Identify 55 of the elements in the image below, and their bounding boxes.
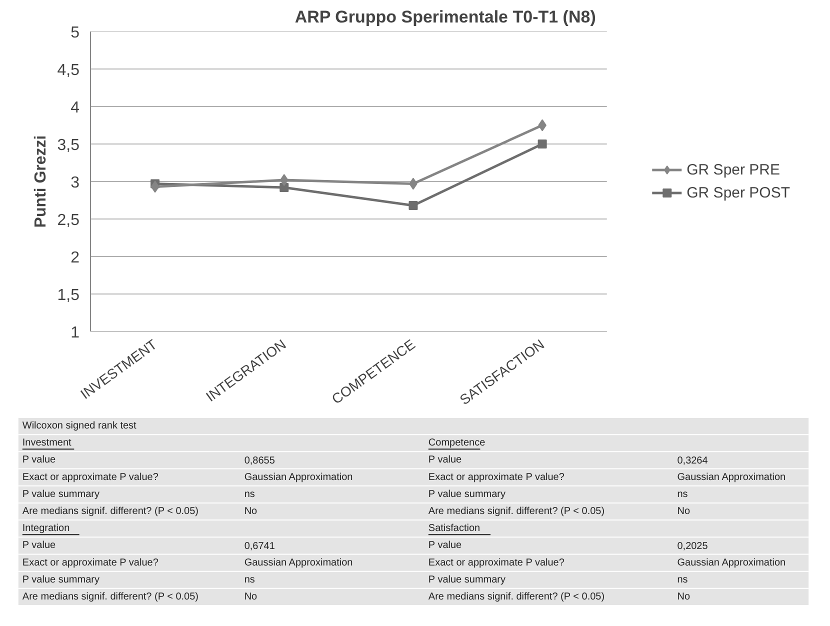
point: [280, 174, 288, 186]
y-tick-label: 2,5: [57, 212, 80, 229]
y-axis-title: Punti Grezzi: [32, 135, 50, 228]
y-tick-label: 1: [70, 324, 80, 342]
text: Competence: [428, 438, 486, 449]
text: Are medians signif. different? (P < 0.05): [428, 506, 605, 517]
text: Integration: [22, 523, 70, 534]
chart-title: ARP Gruppo Sperimentale T0-T1 (N8): [294, 8, 596, 26]
text: P value: [428, 454, 462, 466]
text: 0,2025: [677, 541, 708, 552]
y-tick-label: 5: [70, 24, 80, 42]
text: Gaussian Approximation: [244, 557, 353, 568]
text: Gaussian Approximation: [677, 557, 786, 568]
text: Exact or approximate P value?: [22, 472, 159, 483]
text: P value: [22, 454, 56, 466]
y-tick-label: 4,5: [57, 62, 80, 79]
text: No: [244, 591, 258, 602]
text: P value summary: [22, 574, 100, 586]
text: P value summary: [428, 574, 506, 586]
text: Wilcoxon signed rank test: [22, 420, 137, 432]
text: 0,6741: [244, 541, 276, 552]
y-tick-label: 3,5: [57, 137, 80, 154]
text: P value: [22, 540, 56, 552]
text: Are medians signif. different? (P < 0.05): [428, 591, 605, 602]
text: Gaussian Approximation: [677, 472, 786, 483]
point: [538, 140, 547, 148]
text: Exact or approximate P value?: [22, 557, 159, 568]
text: Exact or approximate P value?: [428, 557, 565, 568]
text: P value summary: [22, 488, 100, 500]
point: [280, 183, 289, 192]
text: 0,8655: [244, 456, 276, 467]
text: ns: [677, 574, 688, 586]
text: ns: [244, 574, 255, 586]
legend-label: GR Sper PRE: [686, 161, 780, 178]
y-tick-label: 3: [70, 174, 80, 192]
y-tick-label: 2: [70, 250, 80, 266]
text: No: [244, 506, 258, 517]
text: Exact or approximate P value?: [428, 472, 565, 483]
text: 0,3264: [677, 456, 708, 467]
text: No: [677, 591, 690, 602]
text: ns: [244, 488, 255, 500]
point: [150, 180, 160, 193]
legend-label: GR Sper POST: [686, 184, 790, 201]
point: [408, 201, 418, 210]
text: No: [677, 506, 690, 517]
text: Investment: [22, 438, 72, 449]
text: P value summary: [428, 488, 506, 500]
y-tick-label: 4: [70, 100, 80, 116]
y-tick-label: 1,5: [57, 287, 80, 304]
text: P value: [428, 540, 462, 552]
text: ns: [677, 488, 688, 500]
text: Satisfaction: [428, 523, 480, 534]
text: Are medians signif. different? (P < 0.05): [22, 591, 199, 602]
text: Are medians signif. different? (P < 0.05): [22, 506, 199, 517]
text: Gaussian Approximation: [244, 472, 353, 483]
